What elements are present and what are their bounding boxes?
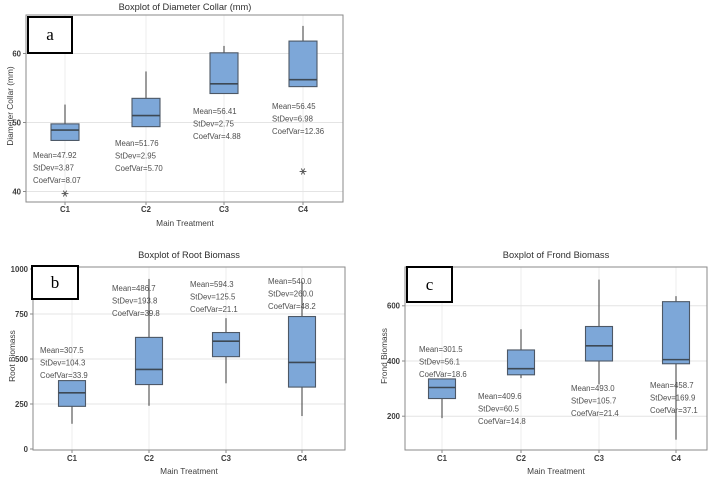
y-tick-label: 1000 [11,265,29,274]
panel-c-xaxis-title: Main Treatment [527,466,585,476]
box [287,315,317,388]
stats-annotation: Mean=56.45 [272,102,316,111]
outlier-marker [62,190,68,197]
stats-annotation: Mean=301.5 [419,345,463,354]
y-tick-label: 0 [24,445,29,454]
box [506,349,536,376]
stats-annotation: Mean=56.41 [193,107,237,116]
panel-c-title: Boxplot of Frond Biomass [502,250,610,260]
stats-annotation: CoefVar=12.36 [272,127,324,136]
stats-annotation: StDev=104.3 [40,359,85,368]
stats-annotation: Mean=493.0 [571,384,615,393]
stats-annotation: CoefVar=8.07 [33,176,81,185]
panel-b-yaxis-title: Root Biomass [7,330,17,382]
stats-annotation: CoefVar=21.1 [190,305,238,314]
panel-b-title: Boxplot of Root Biomass [138,250,240,260]
x-tick-label: C3 [219,205,230,214]
outlier-marker [300,168,306,175]
stats-annotation: StDev=169.9 [650,394,695,403]
x-tick-label: C4 [671,454,682,463]
panel-a-letter: a [46,25,54,44]
panel-a-yaxis-title: Diameter Collar (mm) [5,66,15,146]
stats-annotation: StDev=3.87 [33,164,74,173]
panel-a-title: Boxplot of Diameter Collar (mm) [118,2,252,12]
y-tick-label: 600 [387,302,401,311]
panel-b-letter: b [50,272,60,292]
stats-annotation: StDev=6.98 [272,115,313,124]
x-tick-label: C3 [221,454,232,463]
y-tick-label: 250 [15,400,29,409]
y-tick-label: 400 [387,357,401,366]
x-tick-label: C4 [297,454,308,463]
panel-c-letter-box: c [406,266,453,303]
stats-annotation: Mean=51.76 [115,139,159,148]
y-tick-label: 500 [15,355,29,364]
x-tick-label: C2 [141,205,152,214]
stats-annotation: Mean=458.7 [650,381,694,390]
stats-annotation: CoefVar=37.1 [650,406,698,415]
plot-frame [404,266,708,451]
box [209,52,239,95]
y-tick-label: 50 [12,118,21,127]
box [211,331,241,358]
x-tick-label: C2 [516,454,527,463]
stats-annotation: Mean=486.7 [112,284,156,293]
x-tick-label: C2 [144,454,155,463]
panel-b-letter-box: b [31,265,79,300]
stats-annotation: CoefVar=39.8 [112,309,160,318]
y-tick-label: 60 [12,49,21,58]
stats-annotation: StDev=2.75 [193,120,235,129]
box [661,301,691,365]
box [134,336,164,386]
panel-c-letter: c [425,274,434,294]
box [427,378,457,400]
stats-annotation: Mean=540.0 [268,277,312,286]
stats-annotation: StDev=105.7 [571,397,616,406]
stats-annotation: CoefVar=33.9 [40,371,88,380]
stats-annotation: Mean=307.5 [40,346,84,355]
panel-a-xaxis-title: Main Treatment [156,218,214,228]
stats-annotation: CoefVar=5.70 [115,164,163,173]
stats-annotation: StDev=193.8 [112,297,157,306]
x-tick-label: C1 [60,205,71,214]
panel-c-yaxis-title: Frond Biomass [379,328,389,384]
stats-annotation: StDev=260.0 [268,290,314,299]
plot-frame [25,14,344,203]
stats-annotation: StDev=56.1 [419,358,460,367]
stats-annotation: StDev=2.95 [115,152,157,161]
x-tick-label: C4 [298,205,309,214]
x-tick-label: C3 [594,454,605,463]
stats-annotation: CoefVar=21.4 [571,409,619,418]
box [131,97,161,128]
stats-annotation: CoefVar=4.88 [193,132,241,141]
stats-annotation: StDev=60.5 [478,405,520,414]
panel-b-xaxis-title: Main Treatment [160,466,218,476]
stats-annotation: CoefVar=18.6 [419,370,467,379]
stats-annotation: Mean=409.6 [478,392,522,401]
panel-a-letter-box: a [27,16,73,54]
y-tick-label: 750 [15,310,29,319]
stats-annotation: CoefVar=48.2 [268,302,316,311]
box [584,325,614,362]
y-tick-label: 40 [12,187,21,196]
y-tick-label: 200 [387,412,401,421]
box [50,123,80,141]
stats-annotation: StDev=125.5 [190,293,236,302]
stats-annotation: Mean=594.3 [190,280,234,289]
stats-annotation: Mean=47.92 [33,151,77,160]
x-tick-label: C1 [67,454,78,463]
stats-annotation: CoefVar=14.8 [478,417,526,426]
x-tick-label: C1 [437,454,448,463]
